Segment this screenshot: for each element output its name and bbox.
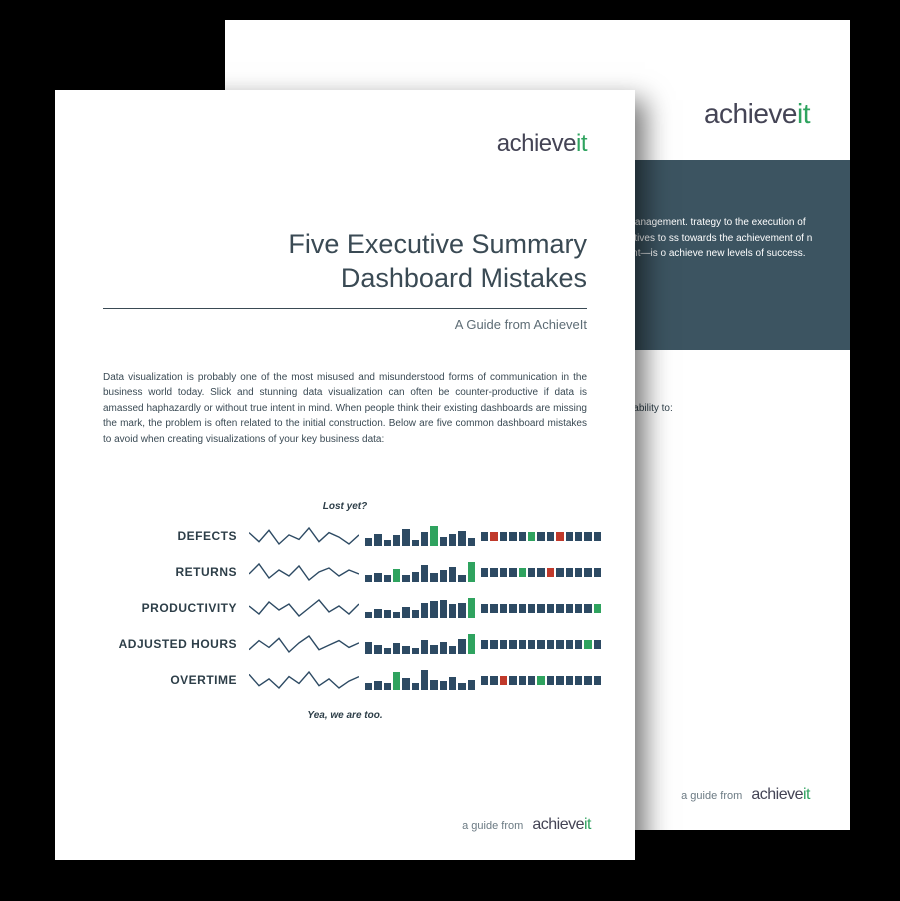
- block-sparkline: [481, 634, 601, 654]
- sparkline: [249, 562, 359, 582]
- front-logo-row: achieveit: [103, 130, 587, 158]
- sparkline: [249, 526, 359, 546]
- title-line2: Dashboard Mistakes: [341, 263, 587, 293]
- metric-label: ADJUSTED HOURS: [103, 637, 243, 651]
- title-line1: Five Executive Summary: [288, 229, 587, 259]
- chart-zone: Lost yet? DEFECTS RETURNS PRODUCTIVITY ADJU…: [103, 501, 587, 721]
- logo: achieveit: [497, 130, 587, 158]
- sparkline: [249, 634, 359, 654]
- footer-prefix: a guide from: [681, 790, 742, 802]
- block-sparkline: [481, 670, 601, 690]
- bar-sparkline: [365, 562, 475, 582]
- bar-sparkline: [365, 670, 475, 690]
- front-page: achieveit Five Executive Summary Dashboa…: [55, 90, 635, 860]
- intro-paragraph: Data visualization is probably one of th…: [103, 370, 587, 448]
- logo-small: achieveit: [751, 786, 810, 803]
- metric-label: OVERTIME: [103, 673, 243, 687]
- metric-label: DEFECTS: [103, 529, 243, 543]
- logo-part1: achieve: [704, 98, 797, 129]
- block-sparkline: [481, 562, 601, 582]
- lost-caption: Lost yet?: [103, 501, 587, 512]
- subtitle: A Guide from AchieveIt: [103, 317, 587, 332]
- logo-part2: it: [797, 98, 810, 129]
- metric-rows: DEFECTS RETURNS PRODUCTIVITY ADJUSTED HOURS…: [103, 526, 587, 690]
- block-sparkline: [481, 598, 601, 618]
- back-footer: a guide from achieveit: [681, 786, 810, 804]
- block-sparkline: [481, 526, 601, 546]
- footer-prefix: a guide from: [462, 820, 523, 832]
- bar-sparkline: [365, 634, 475, 654]
- sparkline: [249, 598, 359, 618]
- yea-caption: Yea, we are too.: [103, 710, 587, 721]
- bar-sparkline: [365, 526, 475, 546]
- metric-label: RETURNS: [103, 565, 243, 579]
- metric-label: PRODUCTIVITY: [103, 601, 243, 615]
- logo-small: achieveit: [532, 816, 591, 833]
- sparkline: [249, 670, 359, 690]
- page-title: Five Executive Summary Dashboard Mistake…: [103, 228, 587, 309]
- front-footer: a guide from achieveit: [462, 816, 591, 834]
- logo: achieveit: [704, 98, 810, 130]
- bar-sparkline: [365, 598, 475, 618]
